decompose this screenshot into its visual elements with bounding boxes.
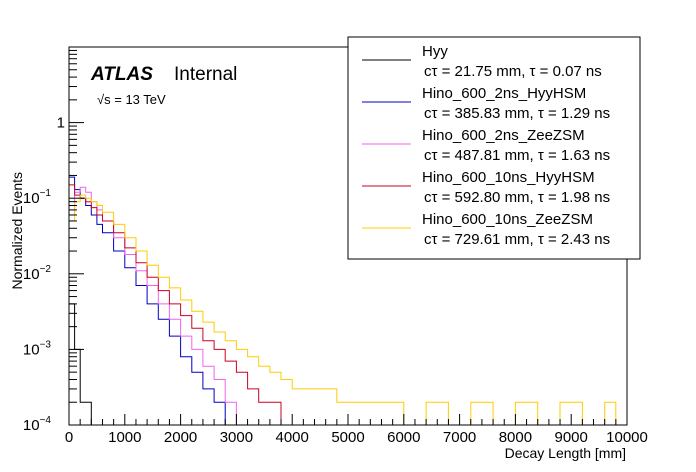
energy-label: √s = 13 TeV: [97, 92, 166, 107]
atlas-label: ATLAS: [90, 64, 153, 85]
x-tick-label-9: 9000: [555, 429, 588, 446]
legend-entry-3: Hino_600_10ns_HyyHSM: [422, 169, 595, 186]
legend-box: [347, 36, 641, 260]
legend-entry-sub-0: cτ = 21.75 mm, τ = 0.07 ns: [424, 63, 602, 80]
x-tick-label-8: 8000: [499, 429, 532, 446]
legend-entry-sub-4: cτ = 729.61 mm, τ = 2.43 ns: [424, 231, 610, 248]
x-tick-label-4: 4000: [276, 429, 309, 446]
x-tick-label-2: 2000: [164, 429, 197, 446]
legend-entry-4: Hino_600_10ns_ZeeZSM: [422, 211, 593, 228]
x-tick-label-3: 3000: [220, 429, 253, 446]
y-tick-label-4: 1: [57, 115, 65, 132]
legend-entry-sub-1: cτ = 385.83 mm, τ = 1.29 ns: [424, 105, 610, 122]
x-axis: 0 1000 2000 3000 4000 5000 6000 7000 8000 9000 100…: [65, 414, 648, 446]
series-line-3: [68, 184, 287, 426]
y-axis-title: Normalized Events: [9, 172, 25, 290]
x-axis-title: Decay Length [mm]: [505, 445, 626, 461]
x-tick-label-0: 0: [65, 429, 73, 446]
x-tick-label-5: 5000: [331, 429, 364, 446]
x-tick-label-1: 1000: [108, 429, 141, 446]
legend-entry-2: Hino_600_2ns_ZeeZSM: [422, 127, 585, 144]
legend-entry-sub-3: cτ = 592.80 mm, τ = 1.98 ns: [424, 189, 610, 206]
x-tick-label-10: 10000: [606, 429, 648, 446]
legend-entry-sub-2: cτ = 487.81 mm, τ = 1.63 ns: [424, 147, 610, 164]
internal-label: Internal: [174, 64, 237, 85]
x-tick-label-6: 6000: [387, 429, 420, 446]
legend-entry-0: Hyy: [422, 43, 448, 60]
series-line-2: [68, 186, 242, 426]
legend-entry-1: Hino_600_2ns_HyyHSM: [422, 85, 586, 102]
legend: Hyy cτ = 21.75 mm, τ = 0.07 ns Hino_600_2n…: [347, 36, 641, 260]
x-tick-label-7: 7000: [443, 429, 476, 446]
